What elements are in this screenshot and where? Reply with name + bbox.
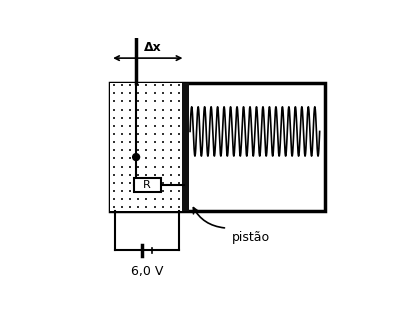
Text: pistão: pistão — [232, 231, 270, 244]
Bar — [182, 83, 189, 211]
Text: 6,0 V: 6,0 V — [131, 265, 163, 277]
Text: R: R — [143, 180, 151, 190]
Bar — [133, 179, 161, 192]
Text: Δx: Δx — [144, 41, 162, 54]
Bar — [110, 83, 184, 211]
Bar — [110, 83, 324, 211]
Circle shape — [133, 154, 140, 161]
